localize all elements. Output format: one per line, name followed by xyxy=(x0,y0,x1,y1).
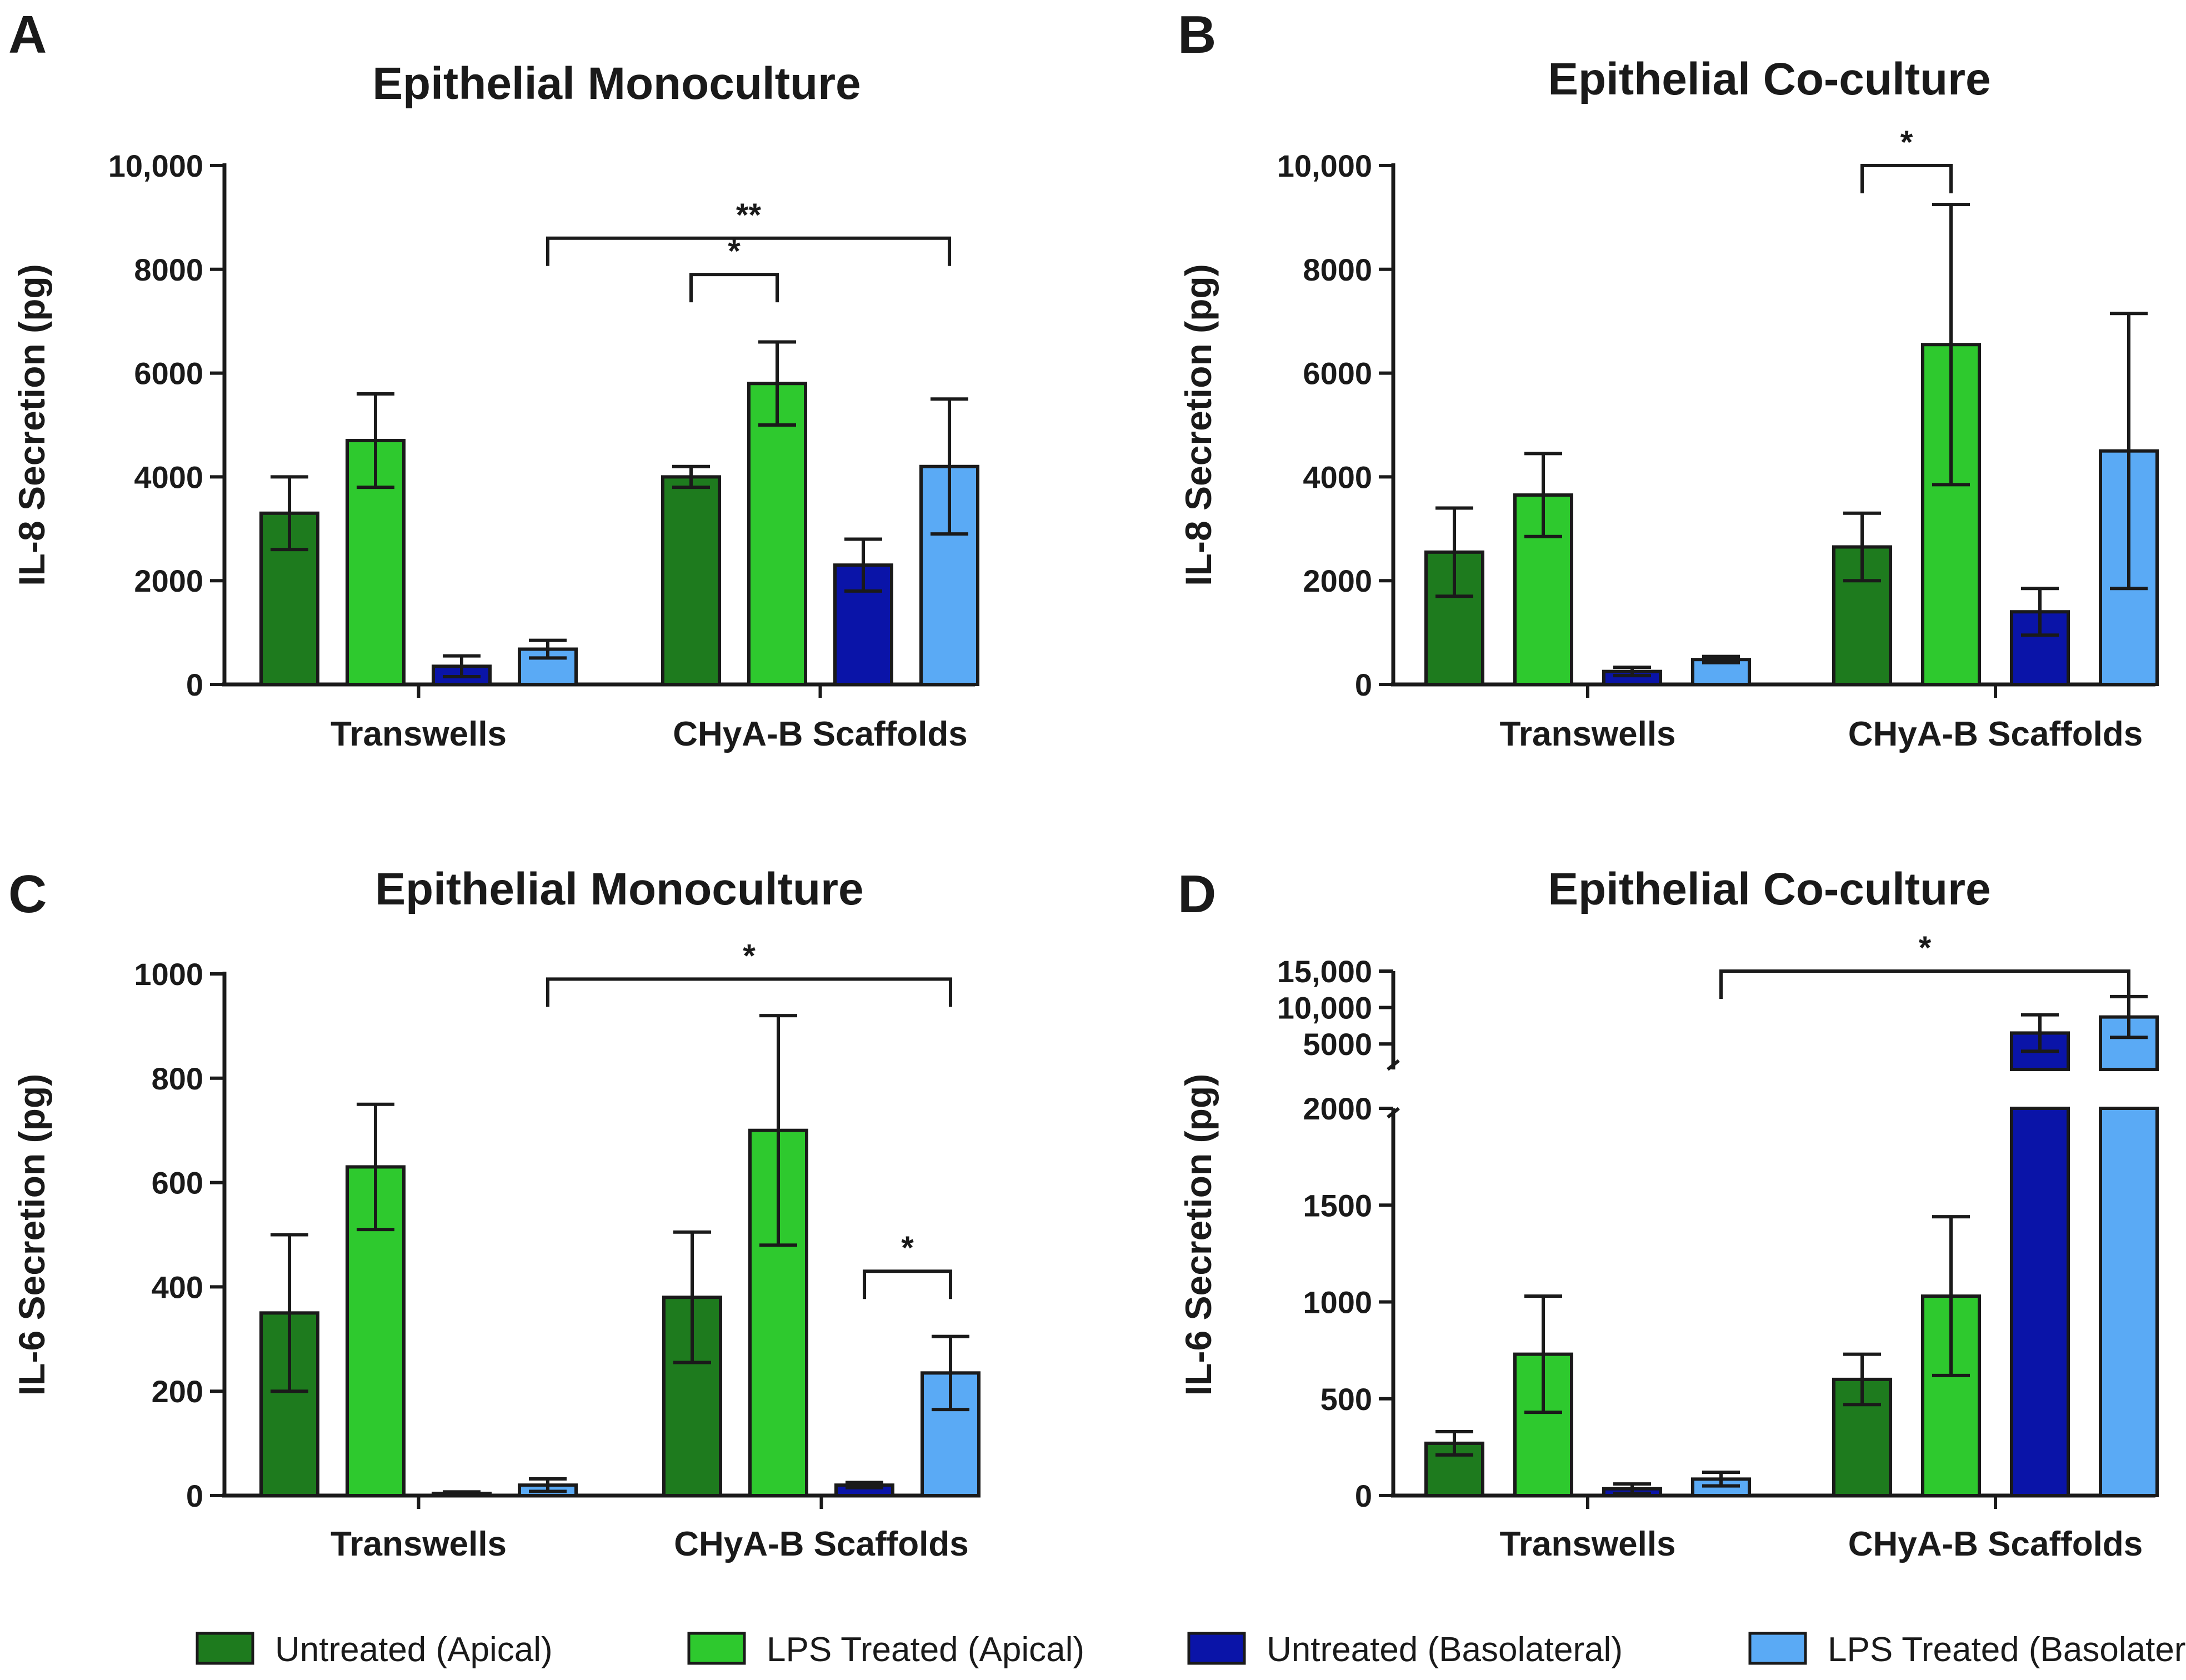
significance-bracket xyxy=(546,236,951,266)
y-tick-label: 6000 xyxy=(1303,356,1372,391)
bar xyxy=(2099,1107,2159,1497)
legend-label: LPS Treated (Apical) xyxy=(767,1631,1084,1669)
y-tick-label: 4000 xyxy=(134,459,203,494)
panel-letter: A xyxy=(8,5,47,64)
bar xyxy=(662,1296,722,1497)
y-tick-label: 600 xyxy=(152,1166,203,1201)
panel-D: D Epithelial Co-culture IL-6 Secretion (pg… xyxy=(1178,864,2159,1563)
significance-bracket xyxy=(546,977,952,1007)
chart-title: Epithelial Monoculture xyxy=(372,58,861,109)
legend-label: Untreated (Apical) xyxy=(275,1631,553,1669)
y-tick-label: 0 xyxy=(186,667,203,702)
significance-bracket xyxy=(1719,969,2130,999)
significance-bracket xyxy=(689,273,779,303)
y-tick-label: 500 xyxy=(1320,1382,1372,1417)
x-category-label: Transwells xyxy=(331,715,507,753)
y-tick-label: 0 xyxy=(1355,667,1372,702)
y-axis-label: IL-8 Secretion (pg) xyxy=(1178,264,1219,586)
y-tick-label: 1000 xyxy=(134,957,203,992)
significance-label: * xyxy=(1900,124,1913,161)
bar xyxy=(2099,1015,2159,1071)
x-category-label: Transwells xyxy=(1499,715,1675,753)
significance-label: * xyxy=(728,233,741,269)
panel-A: A Epithelial Monoculture IL-8 Secretion (p… xyxy=(8,5,979,753)
y-tick-label: 200 xyxy=(152,1374,203,1409)
bar xyxy=(1832,545,1892,686)
x-category-label: CHyA-B Scaffolds xyxy=(673,715,968,753)
significance-label: * xyxy=(901,1230,914,1266)
x-category-label: CHyA-B Scaffolds xyxy=(1848,715,2143,753)
bar xyxy=(661,475,721,687)
y-axis-label: IL-6 Secretion (pg) xyxy=(11,1074,52,1396)
x-category-label: Transwells xyxy=(331,1525,507,1563)
legend-swatch xyxy=(687,1632,746,1665)
chart-title: Epithelial Co-culture xyxy=(1548,54,1990,104)
y-tick-label: 6000 xyxy=(134,356,203,391)
significance-bracket xyxy=(863,1269,952,1299)
legend-label: Untreated (Basolateral) xyxy=(1267,1631,1623,1669)
x-category-label: Transwells xyxy=(1499,1525,1675,1563)
panel-letter: D xyxy=(1178,864,1216,924)
panel-B: B Epithelial Co-culture IL-8 Secretion (pg… xyxy=(1178,5,2159,753)
significance-bracket xyxy=(1860,164,1953,193)
y-tick-label: 2000 xyxy=(1303,1091,1372,1126)
chart-title: Epithelial Monoculture xyxy=(375,864,863,914)
y-tick-label: 15,000 xyxy=(1277,954,1372,989)
y-axis-label: IL-6 Secretion (pg) xyxy=(1178,1074,1219,1396)
axis-break-mark xyxy=(1387,1059,1400,1071)
y-tick-label: 8000 xyxy=(134,252,203,287)
y-axis-label: IL-8 Secretion (pg) xyxy=(11,264,52,586)
bar xyxy=(2010,1107,2070,1497)
significance-label: * xyxy=(1919,930,1932,966)
y-tick-label: 0 xyxy=(186,1478,203,1513)
legend-label: LPS Treated (Basolateral) xyxy=(1828,1631,2186,1669)
y-tick-label: 10,000 xyxy=(108,148,203,183)
y-tick-label: 800 xyxy=(152,1061,203,1096)
y-tick-label: 10,000 xyxy=(1277,991,1372,1026)
y-tick-label: 1000 xyxy=(1303,1285,1372,1320)
y-tick-label: 0 xyxy=(1355,1478,1372,1513)
axis-break-mark xyxy=(1387,1107,1400,1119)
bar xyxy=(747,382,807,686)
significance-label: * xyxy=(743,938,756,974)
chart-title: Epithelial Co-culture xyxy=(1548,864,1990,914)
panel-letter: B xyxy=(1178,5,1216,64)
panel-letter: C xyxy=(8,864,47,924)
y-tick-label: 1500 xyxy=(1303,1188,1372,1223)
legend-swatch xyxy=(196,1632,254,1665)
y-tick-label: 2000 xyxy=(1303,563,1372,598)
x-category-label: CHyA-B Scaffolds xyxy=(674,1525,969,1563)
legend: Untreated (Apical) LPS Treated (Apical) Un… xyxy=(196,1631,2186,1669)
legend-swatch xyxy=(1748,1632,1807,1665)
y-tick-label: 2000 xyxy=(134,563,203,598)
y-tick-label: 8000 xyxy=(1303,252,1372,287)
significance-label: ** xyxy=(736,197,762,233)
y-tick-label: 5000 xyxy=(1303,1027,1372,1062)
x-category-label: CHyA-B Scaffolds xyxy=(1848,1525,2143,1563)
panel-C: C Epithelial Monoculture IL-6 Secretion (p… xyxy=(8,864,981,1563)
y-tick-label: 400 xyxy=(152,1269,203,1304)
y-tick-label: 4000 xyxy=(1303,459,1372,494)
y-tick-label: 10,000 xyxy=(1277,148,1372,183)
legend-swatch xyxy=(1187,1632,1246,1665)
